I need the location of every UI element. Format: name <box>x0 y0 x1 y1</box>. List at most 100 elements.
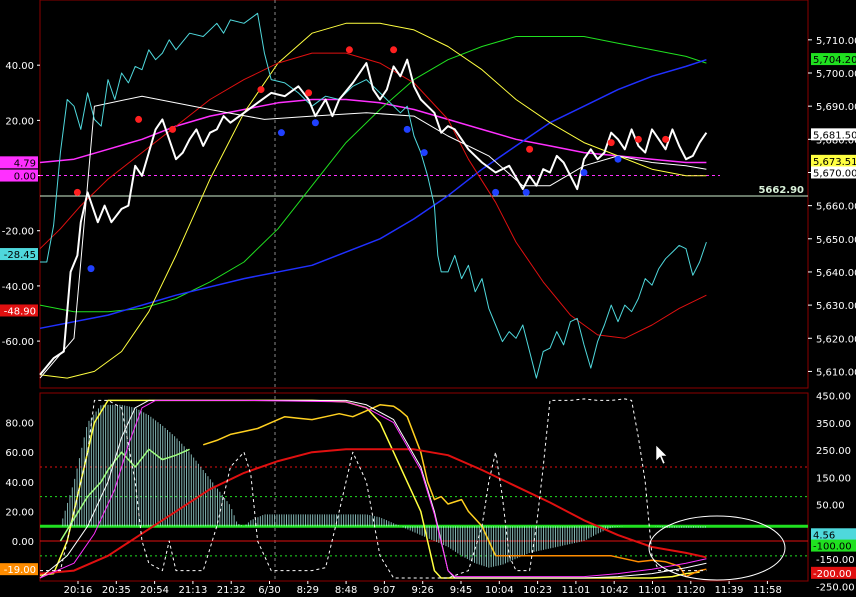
oscillator-series-line <box>39 448 707 575</box>
x-tick-label: 8:48 <box>335 585 357 596</box>
osc-left-tick-label: 60.00 <box>5 448 34 459</box>
red-signal-dot <box>345 46 353 54</box>
osc-right-tick-label: 250.00 <box>816 446 851 457</box>
right-tick-label: 5,680.00 <box>816 135 856 146</box>
red-signal-dot <box>73 188 81 196</box>
x-tick-label: 20:54 <box>140 585 169 596</box>
x-tick-label: 9:26 <box>411 585 433 596</box>
oscillator-series-line <box>39 399 707 579</box>
right-value-badge <box>811 128 856 141</box>
x-tick-label: 11:39 <box>715 585 744 596</box>
blue-signal-dot <box>492 188 500 196</box>
x-tick-label: 20:16 <box>64 585 93 596</box>
osc-right-badge <box>811 528 856 541</box>
right-value-badge-label: 5,673.51 <box>813 157 856 168</box>
x-tick-label: 11:58 <box>753 585 782 596</box>
osc-left-badge-label: -19.00 <box>4 565 36 576</box>
osc-left-tick-label: 0.00 <box>12 537 34 548</box>
blue-signal-dot <box>311 119 319 127</box>
right-value-badge-label: 5,704.20 <box>813 55 856 66</box>
osc-left-tick-label: 80.00 <box>5 419 34 430</box>
right-tick-label: 5,610.00 <box>816 367 856 378</box>
oscillator-series-line <box>495 555 707 578</box>
blue-signal-dot <box>87 265 95 273</box>
oscillator-panel-border <box>39 392 809 582</box>
x-tick-label: 11:01 <box>561 585 590 596</box>
left-value-badge <box>0 169 38 182</box>
osc-right-tick-label: -150.00 <box>816 555 855 566</box>
osc-right-tick-label: -250.00 <box>816 582 855 593</box>
x-tick-label: 11:20 <box>676 585 705 596</box>
left-value-badge-label: -48.90 <box>4 306 36 317</box>
left-value-badge-label: -28.45 <box>4 250 36 261</box>
blue-signal-dot <box>420 149 428 157</box>
left-value-badge <box>0 248 38 261</box>
blue-signal-dot <box>522 188 530 196</box>
x-tick-label: 10:42 <box>600 585 629 596</box>
osc-right-badge-label: 4.56 <box>813 530 835 541</box>
right-value-badge-label: 5,681.50 <box>813 130 856 141</box>
osc-right-tick-label: 450.00 <box>816 392 851 403</box>
right-tick-label: 5,650.00 <box>816 235 856 246</box>
red-signal-dot <box>607 139 615 147</box>
x-tick-label: 8:29 <box>297 585 319 596</box>
x-tick-label: 9:45 <box>450 585 472 596</box>
oscillator-series-line <box>202 404 497 557</box>
osc-right-tick-label: 350.00 <box>816 419 851 430</box>
osc-right-badge <box>811 539 856 552</box>
red-signal-dot <box>257 86 265 94</box>
right-tick-label: 5,710.00 <box>816 36 856 47</box>
left-tick-label: 40.00 <box>5 61 34 72</box>
blue-signal-dot <box>403 125 411 133</box>
right-tick-label: 5,690.00 <box>816 102 856 113</box>
price-panel-border <box>39 0 809 389</box>
right-tick-label: 5,660.00 <box>816 202 856 213</box>
x-tick-label: 6/30 <box>258 585 280 596</box>
left-value-badge-label: 0.00 <box>14 172 36 183</box>
x-tick-label: 10:23 <box>523 585 552 596</box>
x-tick-label: 20:35 <box>102 585 131 596</box>
red-signal-dot <box>526 145 534 153</box>
osc-right-tick-label: 50.00 <box>816 501 845 512</box>
right-tick-label: 5,700.00 <box>816 69 856 80</box>
red-signal-dot <box>169 125 177 133</box>
oscillator-series-line <box>40 398 707 579</box>
right-tick-label: 5,620.00 <box>816 334 856 345</box>
x-tick-label: 9:07 <box>373 585 395 596</box>
osc-left-tick-label: 40.00 <box>5 478 34 489</box>
osc-left-badge <box>0 563 38 576</box>
price-series-line <box>39 36 707 313</box>
left-tick-label: -40.00 <box>2 282 34 293</box>
reference-line-label: 5662.90 <box>758 185 804 196</box>
blue-signal-dot <box>614 155 622 163</box>
osc-right-badge <box>811 566 856 579</box>
red-signal-dot <box>390 46 398 54</box>
left-tick-label: -20.00 <box>2 227 34 238</box>
right-tick-label: 5,640.00 <box>816 268 856 279</box>
mouse-cursor-icon <box>655 444 668 465</box>
x-tick-label: 11:01 <box>638 585 667 596</box>
right-value-badge <box>811 154 856 167</box>
right-value-badge-label: 5,670.00 <box>813 168 856 179</box>
osc-right-badge-label: -200.00 <box>813 569 852 580</box>
red-signal-dot <box>634 135 642 143</box>
left-tick-label: 20.00 <box>5 116 34 127</box>
right-value-badge <box>811 166 856 179</box>
osc-right-tick-label: 150.00 <box>816 473 851 484</box>
red-signal-dot <box>305 89 313 97</box>
oscillator-series-line <box>39 399 707 579</box>
price-series-line <box>39 58 707 330</box>
price-series-line <box>39 58 708 376</box>
x-tick-label: 21:32 <box>217 585 246 596</box>
x-tick-label: 10:04 <box>485 585 514 596</box>
red-signal-dot <box>662 135 670 143</box>
highlight-ellipse <box>648 515 786 581</box>
blue-signal-dot <box>277 129 285 137</box>
osc-left-tick-label: 20.00 <box>5 507 34 518</box>
left-tick-label: -60.00 <box>2 337 34 348</box>
price-series-line <box>40 12 707 379</box>
price-series-line <box>39 22 707 379</box>
osc-right-badge-label: -100.00 <box>813 542 852 553</box>
